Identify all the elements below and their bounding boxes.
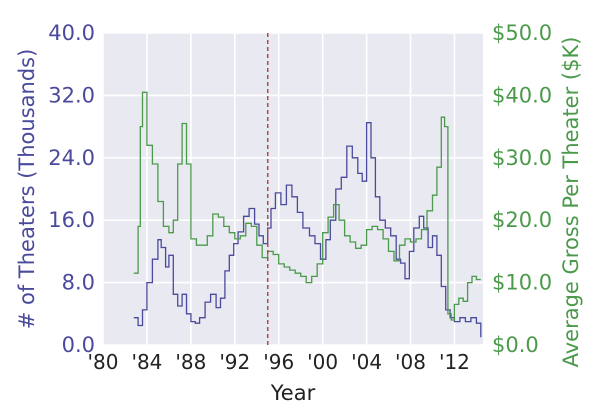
x-tick-label: '84 [131,350,162,374]
y-left-tick-label: 24.0 [48,146,95,170]
y-left-tick-label: 16.0 [48,208,95,232]
grid [102,32,483,346]
x-tick-label: '80 [88,350,119,374]
y-axis-left-label: # of Theaters (Thousands) [15,49,39,330]
plot-area [103,33,483,345]
x-tick-label: '08 [395,350,426,374]
x-tick-label: '04 [351,350,382,374]
x-tick-label: '88 [175,350,206,374]
y-left-tick-label: 8.0 [62,271,95,295]
y-right-tick-label: $30.0 [492,146,552,170]
y-right-tick-label: $20.0 [492,208,552,232]
x-tick-label: '96 [263,350,294,374]
y-axis-right-label: Average Gross Per Theater ($K) [559,37,583,368]
x-axis-label: Year [270,381,316,405]
x-tick-label: '12 [439,350,470,374]
y-left-tick-label: 32.0 [48,83,95,107]
series-theaters-line [133,122,482,338]
y-left-tick-label: 0.0 [62,333,95,357]
y-right-tick-label: $40.0 [492,83,552,107]
series-gross-line [133,91,481,321]
y-right-tick-label: $50.0 [492,21,552,45]
y-left-tick-label: 40.0 [48,21,95,45]
y-right-tick-label: $10.0 [492,271,552,295]
tick-labels: 0.0 8.0 16.0 24.0 32.0 40.0 $0.0 $10.0 $20.0 $30.… [48,21,552,374]
x-tick-label: '00 [307,350,338,374]
y-right-tick-label: $0.0 [492,333,539,357]
x-tick-label: '92 [219,350,250,374]
series-lines [133,91,482,338]
